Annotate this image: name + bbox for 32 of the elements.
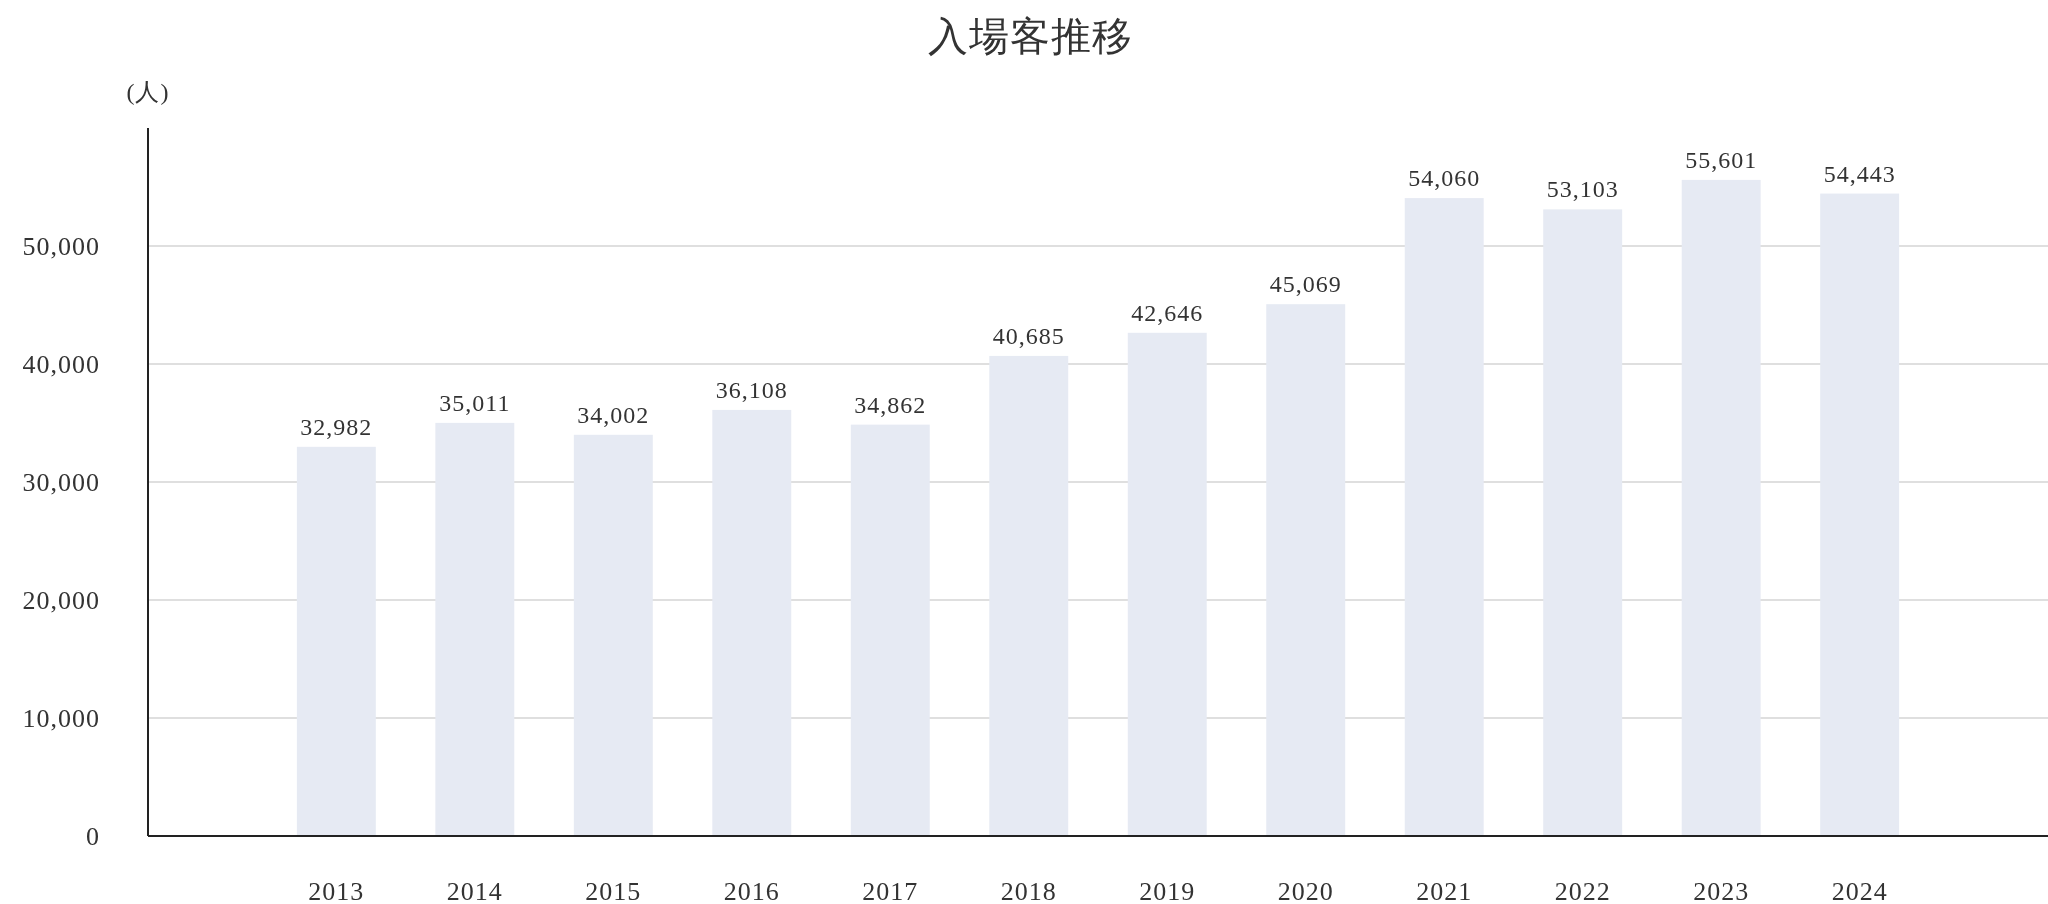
xtick: 2024: [1831, 877, 1888, 904]
ytick: 40,000: [22, 350, 100, 379]
ylabel: (人): [126, 79, 170, 105]
xtick: 2019: [1139, 877, 1196, 904]
value-label: 34,002: [577, 401, 650, 428]
value-label: 55,601: [1685, 146, 1758, 173]
xtick: 2023: [1693, 877, 1750, 904]
value-label: 45,069: [1269, 271, 1342, 298]
ytick: 50,000: [22, 232, 100, 261]
ytick: 10,000: [22, 704, 100, 733]
xtick: 2013: [308, 877, 365, 904]
value-label: 35,011: [439, 389, 511, 416]
xtick: 2014: [446, 877, 503, 904]
xtick: 2020: [1277, 877, 1334, 904]
value-label: 54,443: [1823, 160, 1896, 187]
xtick: 2022: [1554, 877, 1611, 904]
value-label: 40,685: [992, 322, 1065, 349]
xtick: 2017: [862, 877, 919, 904]
ytick: 30,000: [22, 468, 100, 497]
value-label: 32,982: [300, 413, 373, 440]
ytick: 0: [86, 822, 100, 851]
value-label: 34,862: [854, 391, 927, 418]
xtick: 2021: [1416, 877, 1473, 904]
xtick: 2016: [723, 877, 780, 904]
value-label: 54,060: [1408, 165, 1481, 192]
value-label: 36,108: [715, 376, 788, 403]
xtick: 2015: [585, 877, 642, 904]
xtick: 2018: [1000, 877, 1057, 904]
ytick: 20,000: [22, 586, 100, 615]
value-label: 53,103: [1546, 176, 1619, 203]
title: 入場客推移: [927, 14, 1133, 59]
value-label: 42,646: [1131, 299, 1204, 326]
